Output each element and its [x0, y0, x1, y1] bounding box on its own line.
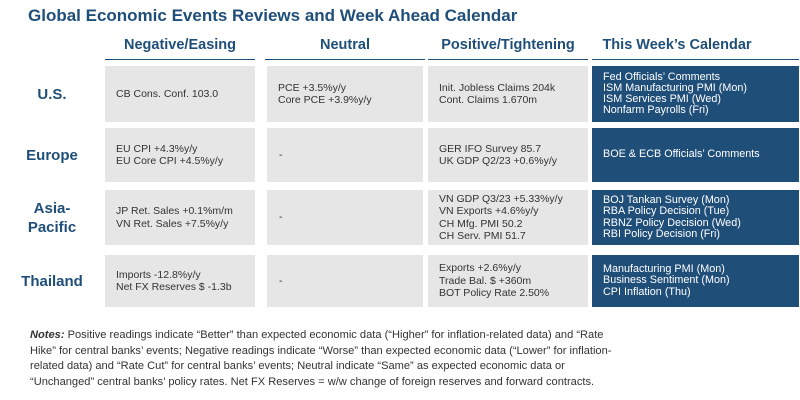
calendar-item: ISM Manufacturing PMI (Mon) — [603, 81, 748, 94]
cell-line: VN Ret. Sales +7.5%y/y — [116, 217, 229, 230]
calendar-item: Nonfarm Payrolls (Fri) — [603, 104, 709, 117]
cell-line: BOT Policy Rate 2.50% — [439, 287, 550, 300]
notes-line: Notes: Positive readings indicate “Bette… — [30, 328, 782, 344]
header-divider-neutral — [265, 59, 425, 60]
cell-line: CB Cons. Conf. 103.0 — [116, 87, 219, 100]
cell-line: - — [279, 211, 283, 224]
cell-line: Net FX Reserves $ -1.3b — [116, 281, 232, 293]
row-label-asia-pacific: Asia- Pacific — [10, 190, 94, 245]
cell-line: Init. Jobless Claims 204k — [439, 81, 556, 94]
cell-thailand-negative: Imports -12.8%y/y Net FX Reserves $ -1.3… — [105, 255, 255, 307]
column-header-positive: Positive/Tightening — [441, 37, 575, 53]
page-title: Global Economic Events Reviews and Week … — [28, 6, 518, 25]
row-label-text: Europe — [26, 146, 78, 164]
notes-label: Notes: — [30, 329, 65, 341]
calendar-item: ISM Services PMI (Wed) — [603, 93, 721, 105]
cell-line: VN GDP Q3/23 +5.33%y/y — [439, 192, 563, 205]
cell-line: EU CPI +4.3%y/y — [116, 142, 198, 155]
calendar-item: Fed Officials’ Comments — [603, 70, 720, 83]
calendar-item: BOE & ECB Officials’ Comments — [603, 148, 760, 161]
column-header-neutral: Neutral — [320, 37, 370, 53]
cell-line: VN Exports +4.6%y/y — [439, 205, 539, 217]
row-label-thailand: Thailand — [10, 255, 94, 307]
cell-thailand-calendar: Manufacturing PMI (Mon) Business Sentime… — [592, 255, 799, 307]
notes-line: related data) and “Rate Cut” for central… — [30, 360, 565, 372]
header-divider-negative — [105, 59, 255, 60]
column-header-calendar: This Week’s Calendar — [602, 37, 752, 53]
notes-line: “Unchanged” central banks’ policy rates.… — [30, 375, 595, 388]
cell-line: Core PCE +3.9%y/y — [278, 94, 372, 106]
calendar-item: Manufacturing PMI (Mon) — [603, 263, 725, 276]
calendar-item: CPI Inflation (Thu) — [603, 285, 691, 298]
notes: Notes: Positive readings indicate “Bette… — [30, 328, 782, 390]
cell-thailand-neutral: - — [267, 255, 423, 307]
cell-line: Imports -12.8%y/y — [116, 268, 201, 281]
cell-line: - — [279, 148, 283, 161]
cell-line: Trade Bal. $ +360m — [439, 274, 532, 287]
cell-europe-neutral: - — [267, 128, 423, 182]
cell-thailand-positive: Exports +2.6%y/y Trade Bal. $ +360m BOT … — [428, 255, 588, 307]
cell-asia-pacific-neutral: - — [267, 190, 423, 245]
cell-line: GER IFO Survey 85.7 — [439, 142, 542, 155]
cell-europe-calendar: BOE & ECB Officials’ Comments — [592, 128, 799, 182]
calendar-item: RBI Policy Decision (Fri) — [603, 227, 720, 240]
cell-asia-pacific-positive: VN GDP Q3/23 +5.33%y/y VN Exports +4.6%y… — [428, 190, 588, 245]
cell-line: CH Mfg. PMI 50.2 — [439, 217, 523, 230]
row-label-text: Asia- — [33, 199, 71, 217]
row-label-text: Thailand — [21, 272, 83, 290]
cell-line: CH Serv. PMI 51.7 — [439, 230, 526, 242]
cell-asia-pacific-calendar: BOJ Tankan Survey (Mon) RBA Policy Decis… — [592, 190, 799, 245]
calendar-item: RBA Policy Decision (Tue) — [603, 205, 730, 218]
cell-asia-pacific-negative: JP Ret. Sales +0.1%m/m VN Ret. Sales +7.… — [105, 190, 255, 245]
calendar-item: BOJ Tankan Survey (Mon) — [603, 194, 730, 207]
row-label-europe: Europe — [10, 128, 94, 182]
cell-europe-positive: GER IFO Survey 85.7 UK GDP Q2/23 +0.6%y/… — [428, 128, 588, 182]
cell-europe-negative: EU CPI +4.3%y/y EU Core CPI +4.5%y/y — [105, 128, 255, 182]
cell-us-neutral: PCE +3.5%y/y Core PCE +3.9%y/y — [267, 66, 423, 122]
row-label-text: Pacific — [27, 218, 77, 236]
cell-us-calendar: Fed Officials’ Comments ISM Manufacturin… — [592, 66, 799, 122]
cell-line: PCE +3.5%y/y — [278, 81, 346, 94]
header-divider-calendar — [592, 59, 799, 60]
cell-line: EU Core CPI +4.5%y/y — [116, 155, 224, 167]
cell-line: - — [279, 274, 283, 287]
row-label-text: U.S. — [37, 85, 67, 103]
calendar-item: RBNZ Policy Decision (Wed) — [603, 216, 741, 229]
cell-line: Cont. Claims 1.670m — [439, 94, 538, 106]
calendar-item: Business Sentiment (Mon) — [603, 274, 730, 287]
notes-text: Positive readings indicate “Better” than… — [64, 329, 604, 341]
cell-line: UK GDP Q2/23 +0.6%y/y — [439, 155, 557, 167]
cell-us-positive: Init. Jobless Claims 204k Cont. Claims 1… — [428, 66, 588, 122]
column-header-negative: Negative/Easing — [123, 37, 236, 53]
cell-us-negative: CB Cons. Conf. 103.0 — [105, 66, 255, 122]
notes-line: Hike” for central banks’ events; Negativ… — [30, 344, 612, 357]
cell-line: JP Ret. Sales +0.1%m/m — [116, 205, 233, 217]
cell-line: Exports +2.6%y/y — [439, 262, 521, 275]
header-divider-positive — [428, 59, 588, 60]
row-label-us: U.S. — [10, 66, 94, 122]
